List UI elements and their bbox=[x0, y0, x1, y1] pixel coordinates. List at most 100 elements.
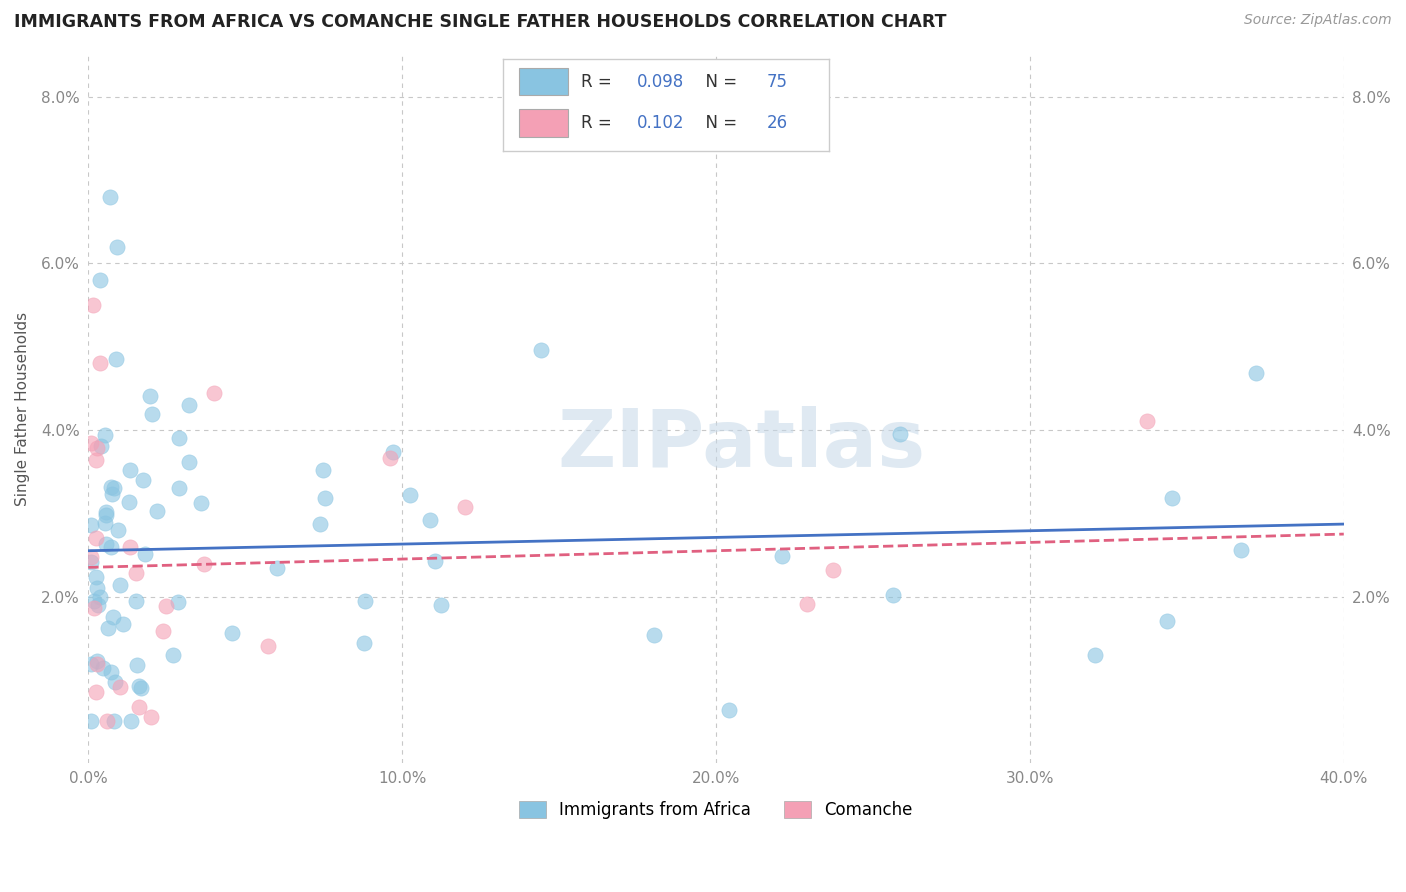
Point bbox=[129, 681, 152, 696]
Point bbox=[118, 495, 141, 509]
Point bbox=[80, 714, 103, 729]
Point bbox=[423, 554, 446, 568]
Point bbox=[796, 597, 818, 611]
Point bbox=[110, 578, 132, 592]
Point bbox=[139, 709, 162, 723]
Point bbox=[105, 351, 128, 366]
Legend: Immigrants from Africa, Comanche: Immigrants from Africa, Comanche bbox=[513, 794, 920, 826]
Point bbox=[128, 700, 150, 714]
Point bbox=[1230, 542, 1253, 557]
Point bbox=[93, 516, 115, 530]
Point bbox=[1084, 648, 1107, 662]
Point bbox=[94, 505, 117, 519]
Point bbox=[354, 594, 377, 608]
Point bbox=[193, 558, 215, 572]
Point bbox=[100, 665, 122, 679]
Point bbox=[83, 601, 105, 615]
Point bbox=[1244, 366, 1267, 380]
Point bbox=[118, 541, 141, 555]
Point bbox=[419, 512, 441, 526]
Point bbox=[770, 549, 793, 563]
Point bbox=[89, 590, 111, 604]
Point bbox=[103, 675, 125, 690]
Point bbox=[86, 581, 108, 595]
Point bbox=[94, 537, 117, 551]
Point bbox=[1156, 615, 1178, 629]
Point bbox=[86, 654, 108, 668]
Point bbox=[221, 626, 243, 640]
Point bbox=[96, 508, 118, 522]
Text: IMMIGRANTS FROM AFRICA VS COMANCHE SINGLE FATHER HOUSEHOLDS CORRELATION CHART: IMMIGRANTS FROM AFRICA VS COMANCHE SINGL… bbox=[14, 13, 946, 31]
Point bbox=[107, 523, 129, 537]
Point bbox=[309, 516, 332, 531]
Point bbox=[314, 491, 336, 505]
Point bbox=[152, 624, 174, 639]
Point bbox=[378, 451, 401, 466]
Point bbox=[717, 703, 740, 717]
Point bbox=[80, 435, 103, 450]
Point bbox=[132, 473, 155, 487]
Point bbox=[101, 487, 124, 501]
Text: Source: ZipAtlas.com: Source: ZipAtlas.com bbox=[1244, 13, 1392, 28]
Point bbox=[125, 594, 148, 608]
Point bbox=[86, 531, 108, 545]
Point bbox=[429, 598, 451, 612]
Point bbox=[141, 407, 163, 421]
Point bbox=[177, 455, 200, 469]
Point bbox=[111, 616, 134, 631]
Point bbox=[146, 504, 169, 518]
Point bbox=[530, 343, 553, 358]
Point bbox=[80, 657, 103, 671]
Point bbox=[89, 273, 111, 287]
Point bbox=[821, 563, 844, 577]
Point bbox=[80, 550, 103, 565]
Point bbox=[202, 386, 225, 401]
Point bbox=[80, 555, 103, 569]
Point bbox=[86, 657, 108, 672]
Point bbox=[98, 190, 121, 204]
Point bbox=[179, 398, 201, 412]
Point bbox=[96, 714, 118, 729]
Point bbox=[889, 427, 911, 442]
Point bbox=[103, 481, 125, 495]
Point bbox=[118, 463, 141, 477]
Point bbox=[107, 240, 129, 254]
Point bbox=[84, 685, 107, 699]
Point bbox=[882, 588, 904, 602]
Point bbox=[84, 452, 107, 467]
Point bbox=[82, 298, 104, 312]
Point bbox=[89, 356, 111, 370]
Point bbox=[125, 658, 148, 673]
Point bbox=[125, 566, 148, 581]
Point bbox=[167, 481, 190, 495]
Point bbox=[138, 389, 160, 403]
Point bbox=[84, 570, 107, 584]
Point bbox=[162, 648, 184, 663]
Point bbox=[87, 599, 110, 613]
Point bbox=[453, 500, 475, 515]
Point bbox=[353, 636, 375, 650]
Point bbox=[100, 480, 122, 494]
Point bbox=[266, 561, 288, 575]
Point bbox=[120, 714, 142, 729]
Point bbox=[128, 679, 150, 693]
Point bbox=[86, 442, 108, 456]
Point bbox=[399, 488, 422, 502]
Point bbox=[167, 431, 190, 445]
Point bbox=[80, 518, 103, 533]
Point bbox=[166, 595, 188, 609]
Point bbox=[83, 594, 105, 608]
Point bbox=[381, 444, 404, 458]
Point bbox=[1160, 491, 1182, 505]
Point bbox=[134, 547, 156, 561]
Point bbox=[97, 621, 120, 635]
Point bbox=[108, 681, 131, 695]
Point bbox=[312, 463, 335, 477]
Point bbox=[1136, 414, 1159, 428]
Point bbox=[91, 661, 114, 675]
Point bbox=[155, 599, 177, 614]
Point bbox=[90, 439, 112, 453]
Point bbox=[257, 639, 280, 653]
Point bbox=[103, 714, 125, 729]
Point bbox=[100, 540, 122, 554]
